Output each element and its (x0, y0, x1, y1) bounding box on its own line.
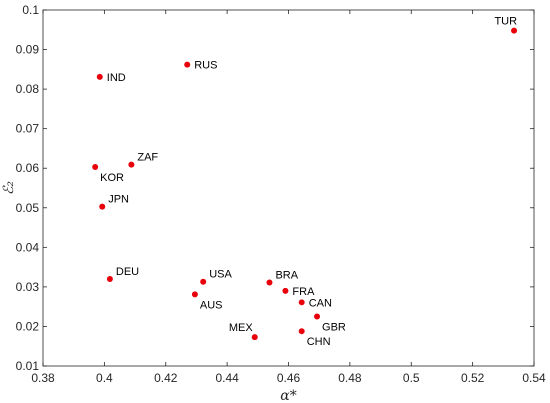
point-label: BRA (275, 270, 298, 282)
data-point-can (298, 299, 305, 306)
point-label: DEU (116, 266, 139, 278)
point-label: JPN (108, 194, 129, 206)
x-tick-label: 0.48 (338, 371, 362, 385)
data-point-deu (106, 275, 113, 282)
y-axis-label: ℰ₂ (1, 181, 17, 195)
y-tick-label: 0.1 (22, 3, 39, 17)
data-point-ind (96, 73, 103, 80)
data-point-tur (511, 27, 518, 34)
y-tick-label: 0.04 (16, 240, 40, 254)
data-point-aus (191, 291, 198, 298)
x-tick-label: 0.4 (96, 371, 113, 385)
data-point-gbr (314, 313, 321, 320)
data-point-usa (200, 278, 207, 285)
data-point-jpn (99, 203, 106, 210)
data-point-rus (184, 61, 191, 68)
point-label: RUS (194, 60, 217, 72)
plot-area (42, 9, 535, 367)
point-label: CHN (307, 336, 331, 348)
y-tick-label: 0.02 (16, 319, 40, 333)
point-label: ZAF (137, 152, 158, 164)
data-point-chn (298, 328, 305, 335)
data-point-kor (92, 164, 99, 171)
data-point-mex (251, 334, 258, 341)
y-tick-label: 0.06 (16, 161, 40, 175)
y-tick-label: 0.01 (16, 359, 40, 373)
x-axis-ticks: 0.38 0.4 0.42 0.44 0.46 0.48 0.5 0.52 0.54 (31, 10, 546, 385)
y-axis-ticks: 0.01 0.02 0.03 0.04 0.05 0.06 0.07 0.08 0.09 0.1 (16, 3, 534, 373)
point-label: MEX (229, 322, 254, 334)
point-label: FRA (292, 286, 315, 298)
point-label: GBR (322, 322, 346, 334)
point-label: CAN (309, 297, 332, 309)
x-tick-label: 0.42 (154, 371, 178, 385)
y-tick-label: 0.07 (16, 122, 40, 136)
x-tick-label: 0.54 (522, 371, 546, 385)
x-tick-label: 0.38 (31, 371, 55, 385)
x-axis-label: α* (280, 388, 296, 403)
y-tick-label: 0.03 (16, 280, 40, 294)
y-tick-label: 0.08 (16, 82, 40, 96)
y-tick-label: 0.05 (16, 201, 40, 215)
y-tick-label: 0.09 (16, 43, 40, 57)
point-label: AUS (200, 299, 223, 311)
x-tick-label: 0.52 (461, 371, 485, 385)
data-point-fra (282, 287, 289, 294)
point-label: USA (209, 269, 232, 281)
x-tick-label: 0.5 (403, 371, 420, 385)
point-label: TUR (494, 16, 517, 28)
x-tick-label: 0.44 (215, 371, 239, 385)
x-tick-label: 0.46 (277, 371, 301, 385)
point-label: KOR (100, 172, 124, 184)
data-point-bra (266, 279, 273, 286)
point-label: IND (107, 72, 126, 84)
data-point-zaf (128, 161, 135, 168)
